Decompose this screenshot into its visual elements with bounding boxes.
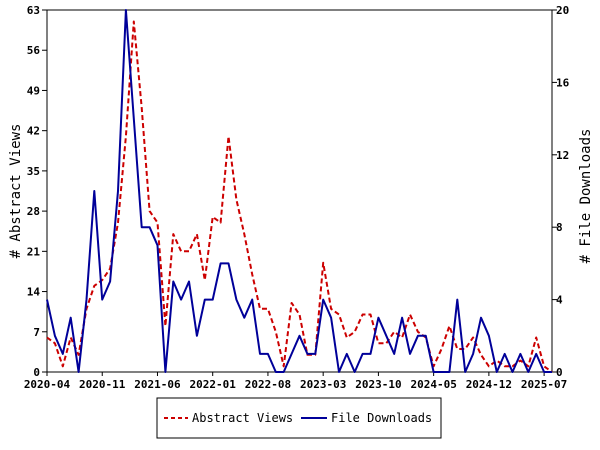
y-right-tick-label: 0: [556, 366, 563, 379]
y-left-tick-label: 49: [27, 84, 40, 97]
y-right-tick-label: 20: [556, 4, 569, 17]
x-tick-label: 2022-01: [190, 378, 237, 391]
x-tick-label: 2020-11: [79, 378, 126, 391]
right-axis: 0 4 8 12 16 20: [552, 4, 570, 379]
y-left-tick-label: 7: [33, 326, 40, 339]
x-tick-label: 2023-10: [355, 378, 401, 391]
x-tick-label: 2024-05: [410, 378, 456, 391]
y-left-tick-label: 35: [27, 165, 40, 178]
y-right-tick-label: 16: [556, 76, 570, 89]
y-left-tick-label: 28: [27, 205, 40, 218]
series-line-file-downloads: [46, 9, 552, 373]
y-axis-right-label: # File Downloads: [578, 129, 594, 264]
x-axis: 2020-04 2020-11 2021-06 2022-01 2022-08 2023-…: [24, 372, 567, 391]
legend-label-file-downloads: File Downloads: [331, 411, 432, 425]
series-layer: [46, 9, 553, 373]
series-line-abstract-views: [46, 20, 553, 373]
left-axis: 0 7 14 21 28 35 42 49 56 63: [27, 4, 47, 379]
x-tick-label: 2020-04: [24, 378, 71, 391]
legend-label-abstract-views: Abstract Views: [192, 411, 293, 425]
y-right-tick-label: 12: [556, 149, 569, 162]
x-tick-label: 2025-07: [521, 378, 567, 391]
y-right-tick-label: 8: [556, 221, 563, 234]
y-right-tick-label: 4: [556, 294, 563, 307]
y-left-tick-label: 42: [27, 125, 40, 138]
y-left-tick-label: 56: [27, 44, 41, 57]
y-left-tick-label: 0: [33, 366, 40, 379]
x-tick-label: 2021-06: [134, 378, 181, 391]
y-left-tick-label: 63: [27, 4, 40, 17]
legend: Abstract Views File Downloads: [156, 397, 442, 439]
x-tick-label: 2022-08: [245, 378, 291, 391]
y-axis-left-label: # Abstract Views: [8, 124, 24, 259]
y-left-tick-label: 21: [27, 245, 41, 258]
legend-box: [156, 397, 442, 439]
x-tick-label: 2023-03: [300, 378, 346, 391]
y-left-tick-label: 14: [27, 286, 41, 299]
x-tick-label: 2024-12: [466, 378, 512, 391]
